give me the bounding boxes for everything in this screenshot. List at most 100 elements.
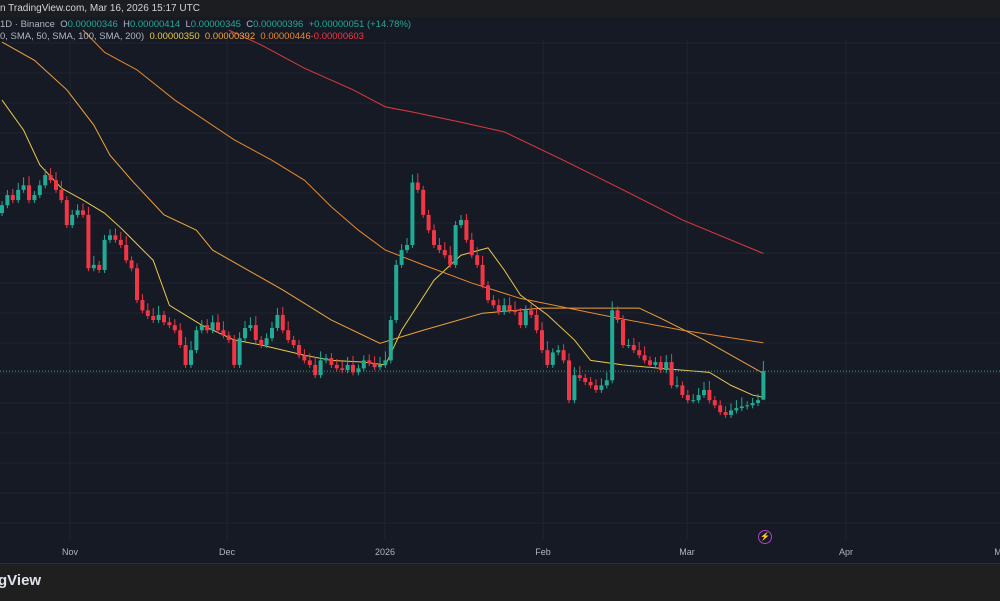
candle-body bbox=[286, 330, 291, 340]
candle bbox=[307, 353, 312, 368]
candle bbox=[388, 316, 393, 364]
candle bbox=[502, 298, 507, 316]
candle bbox=[102, 234, 107, 273]
candle-body bbox=[437, 244, 442, 251]
candle bbox=[329, 353, 334, 368]
candle-body bbox=[178, 330, 183, 346]
candle-body bbox=[378, 364, 382, 368]
candle-body bbox=[610, 310, 615, 381]
candle bbox=[232, 334, 237, 368]
candle bbox=[707, 380, 712, 404]
candle bbox=[205, 319, 210, 334]
candle bbox=[64, 196, 69, 229]
candle-body bbox=[275, 314, 280, 328]
candle bbox=[567, 353, 571, 404]
low-value: 0.00000345 bbox=[190, 19, 241, 30]
candle-body bbox=[405, 244, 409, 251]
candle-body bbox=[297, 345, 301, 356]
candle bbox=[658, 356, 663, 374]
candle-body bbox=[453, 225, 458, 265]
candle-body bbox=[189, 350, 193, 365]
candle bbox=[140, 294, 145, 314]
candle-body bbox=[329, 358, 334, 365]
candle bbox=[545, 341, 550, 368]
snapshot-header: n TradingView.com, Mar 16, 2026 15:17 UT… bbox=[0, 0, 1000, 17]
candle bbox=[399, 244, 404, 268]
candle bbox=[113, 228, 118, 243]
candle-body bbox=[334, 364, 339, 369]
candle-body bbox=[324, 358, 328, 361]
candle-body bbox=[518, 312, 523, 326]
candle bbox=[529, 304, 534, 318]
candle-body bbox=[577, 375, 582, 378]
candle-body bbox=[432, 230, 436, 245]
candle-body bbox=[550, 352, 555, 365]
candle bbox=[437, 237, 442, 254]
candle-body bbox=[291, 339, 296, 346]
candle bbox=[372, 356, 377, 371]
candle-body bbox=[572, 375, 577, 401]
candle-body bbox=[410, 182, 415, 245]
candle-body bbox=[32, 194, 37, 201]
tradingview-logo: gView bbox=[0, 572, 42, 589]
candle-body bbox=[475, 255, 480, 265]
candle bbox=[21, 177, 26, 193]
x-tick-label: Apr bbox=[838, 547, 854, 557]
candle-body bbox=[151, 316, 156, 321]
candle-body bbox=[459, 219, 463, 226]
candle bbox=[469, 232, 474, 259]
candle bbox=[621, 315, 625, 349]
candle bbox=[610, 301, 615, 384]
sma50-line bbox=[1, 41, 764, 374]
candle bbox=[0, 201, 4, 217]
candle bbox=[642, 346, 647, 364]
candle bbox=[324, 354, 328, 364]
lightning-icon[interactable]: ⚡ bbox=[758, 530, 772, 544]
candle bbox=[475, 247, 480, 268]
candle-body bbox=[540, 330, 544, 351]
candle-body bbox=[529, 310, 534, 315]
candle-body bbox=[210, 322, 215, 331]
candle-body bbox=[448, 255, 453, 265]
candle bbox=[297, 340, 301, 359]
candle bbox=[723, 406, 728, 418]
candle bbox=[675, 376, 679, 389]
sma100-value: 0.00000446 bbox=[260, 31, 311, 42]
candle-body bbox=[388, 320, 393, 361]
candle bbox=[583, 374, 588, 385]
candle bbox=[459, 214, 463, 229]
candle-body bbox=[658, 362, 663, 371]
candle bbox=[664, 355, 669, 374]
symbol-info: 1D · Binance bbox=[0, 19, 55, 30]
candle bbox=[410, 174, 415, 248]
candle bbox=[518, 308, 523, 329]
candle-body bbox=[750, 403, 755, 406]
candle-body bbox=[723, 412, 728, 415]
candle bbox=[145, 303, 150, 320]
candle-body bbox=[243, 327, 247, 339]
candle-body bbox=[16, 189, 21, 201]
candle-body bbox=[318, 360, 323, 376]
x-tick-label: Nov bbox=[61, 547, 79, 557]
candle bbox=[761, 360, 766, 401]
candle bbox=[588, 376, 593, 389]
candle-body bbox=[108, 235, 112, 240]
snapshot-title: n TradingView.com, Mar 16, 2026 15:17 UT… bbox=[0, 3, 200, 14]
candle-body bbox=[567, 360, 571, 401]
sma20-value: 0.00000350 bbox=[149, 31, 200, 42]
candle bbox=[91, 255, 96, 272]
candle bbox=[405, 237, 409, 254]
candle bbox=[464, 213, 469, 243]
candle bbox=[653, 357, 658, 368]
moving-averages bbox=[1, 29, 764, 398]
candle bbox=[513, 301, 517, 316]
candle bbox=[81, 203, 85, 218]
candle bbox=[702, 381, 706, 399]
candle bbox=[253, 316, 258, 343]
candle bbox=[729, 403, 733, 418]
candle-body bbox=[199, 325, 204, 331]
candle bbox=[648, 356, 652, 368]
candle-body bbox=[340, 368, 345, 371]
candle bbox=[199, 320, 204, 334]
price-chart[interactable] bbox=[0, 0, 1000, 563]
